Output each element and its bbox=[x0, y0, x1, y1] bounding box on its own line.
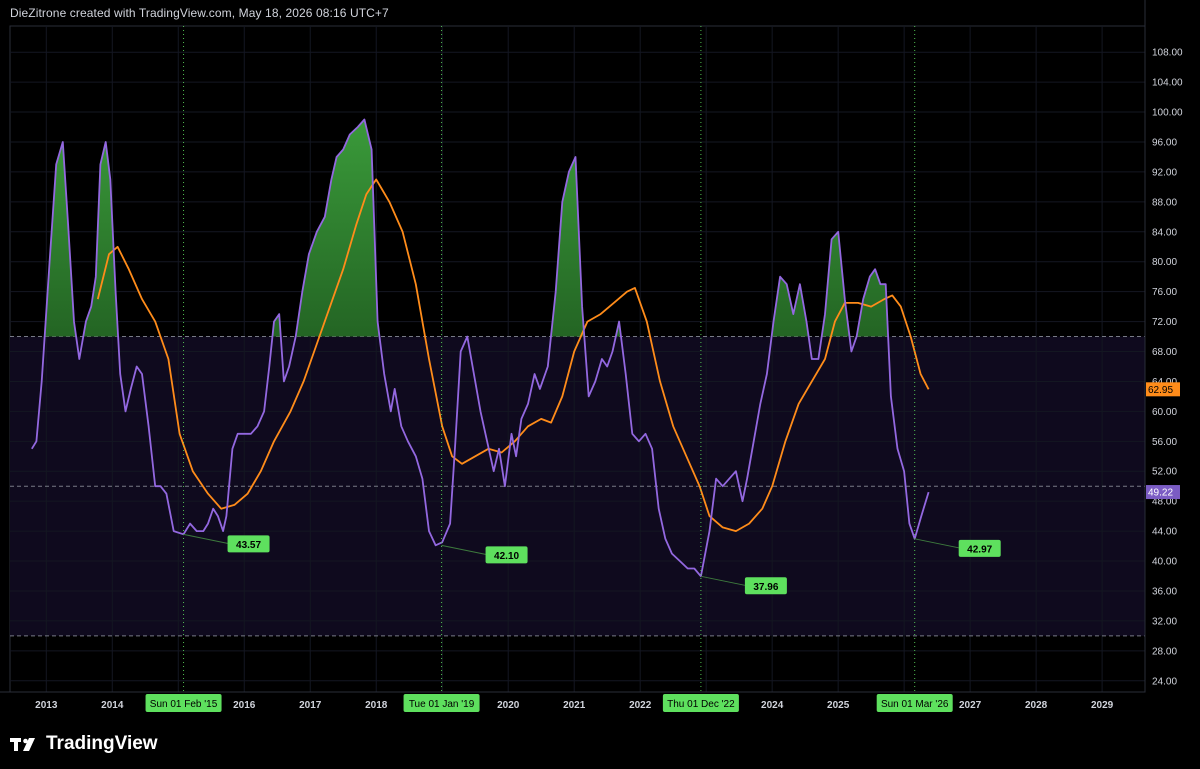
low-marker-date-label: Tue 01 Jan '19 bbox=[409, 699, 475, 710]
brand-label: TradingView bbox=[46, 733, 158, 754]
low-marker-badge[interactable] bbox=[485, 546, 528, 564]
x-tick-label: 2020 bbox=[497, 700, 520, 711]
x-tick-label: 2016 bbox=[233, 700, 256, 711]
low-marker-date-badge[interactable] bbox=[403, 694, 480, 712]
y-tick-label: 68.00 bbox=[1152, 347, 1177, 358]
low-marker-connector bbox=[700, 575, 745, 586]
chart-header: DieZitrone created with TradingView.com,… bbox=[10, 6, 389, 20]
y-tick-label: 76.00 bbox=[1152, 287, 1177, 298]
y-tick-label: 44.00 bbox=[1152, 527, 1177, 538]
ma-line[interactable] bbox=[96, 178, 930, 532]
x-tick-label: 2017 bbox=[299, 700, 322, 711]
low-marker-date-label: Sun 01 Feb '15 bbox=[150, 699, 218, 710]
ma-last-value-badge bbox=[1146, 382, 1180, 397]
y-tick-label: 48.00 bbox=[1152, 497, 1177, 508]
low-marker-date-label: Sun 01 Mar '26 bbox=[881, 699, 949, 710]
y-tick-label: 92.00 bbox=[1152, 167, 1177, 178]
x-tick-label: 2021 bbox=[563, 700, 586, 711]
y-tick-label: 84.00 bbox=[1152, 227, 1177, 238]
x-tick-label: 2014 bbox=[101, 700, 124, 711]
y-tick-label: 88.00 bbox=[1152, 197, 1177, 208]
y-tick-label: 108.00 bbox=[1152, 48, 1183, 59]
y-tick-label: 104.00 bbox=[1152, 78, 1183, 89]
low-marker-badge[interactable] bbox=[958, 539, 1001, 557]
low-marker-value: 43.57 bbox=[236, 540, 261, 551]
rsi-last-value-badge bbox=[1146, 485, 1180, 500]
ma-last-value-label: 62.95 bbox=[1148, 385, 1173, 396]
x-tick-label: 2025 bbox=[827, 700, 850, 711]
low-marker-connector bbox=[914, 538, 959, 549]
x-tick-label: 2022 bbox=[629, 700, 652, 711]
y-tick-label: 56.00 bbox=[1152, 437, 1177, 448]
x-tick-label: 2024 bbox=[761, 700, 784, 711]
overbought-fill bbox=[44, 119, 889, 337]
low-marker-date-badge[interactable] bbox=[145, 694, 222, 712]
y-tick-label: 36.00 bbox=[1152, 586, 1177, 597]
y-tick-label: 52.00 bbox=[1152, 467, 1177, 478]
low-marker-connector bbox=[441, 544, 486, 555]
x-tick-label: 2029 bbox=[1091, 700, 1114, 711]
y-tick-label: 80.00 bbox=[1152, 257, 1177, 268]
y-tick-label: 60.00 bbox=[1152, 407, 1177, 418]
y-tick-label: 28.00 bbox=[1152, 646, 1177, 657]
low-marker-badge[interactable] bbox=[227, 535, 270, 553]
rsi-line[interactable] bbox=[31, 118, 930, 578]
x-tick-label: 2013 bbox=[35, 700, 58, 711]
low-marker-value: 42.10 bbox=[494, 551, 519, 562]
y-tick-label: 24.00 bbox=[1152, 676, 1177, 687]
y-tick-label: 96.00 bbox=[1152, 137, 1177, 148]
y-tick-label: 100.00 bbox=[1152, 108, 1183, 119]
x-tick-label: 2027 bbox=[959, 700, 982, 711]
y-tick-label: 40.00 bbox=[1152, 557, 1177, 568]
y-tick-label: 72.00 bbox=[1152, 317, 1177, 328]
low-marker-badge[interactable] bbox=[744, 577, 787, 595]
x-tick-label: 2018 bbox=[365, 700, 388, 711]
low-marker-date-badge[interactable] bbox=[662, 694, 739, 712]
low-marker-value: 42.97 bbox=[967, 544, 992, 555]
low-marker-date-label: Thu 01 Dec '22 bbox=[667, 699, 735, 710]
x-tick-label: 2028 bbox=[1025, 700, 1048, 711]
rsi-last-value-label: 49.22 bbox=[1148, 488, 1173, 499]
low-marker-connector bbox=[183, 533, 228, 544]
tradingview-brand: TradingView bbox=[10, 731, 158, 757]
low-marker-value: 37.96 bbox=[753, 582, 778, 593]
y-tick-label: 32.00 bbox=[1152, 616, 1177, 627]
tradingview-logo-icon bbox=[10, 738, 35, 751]
low-marker-date-badge[interactable] bbox=[876, 694, 953, 712]
